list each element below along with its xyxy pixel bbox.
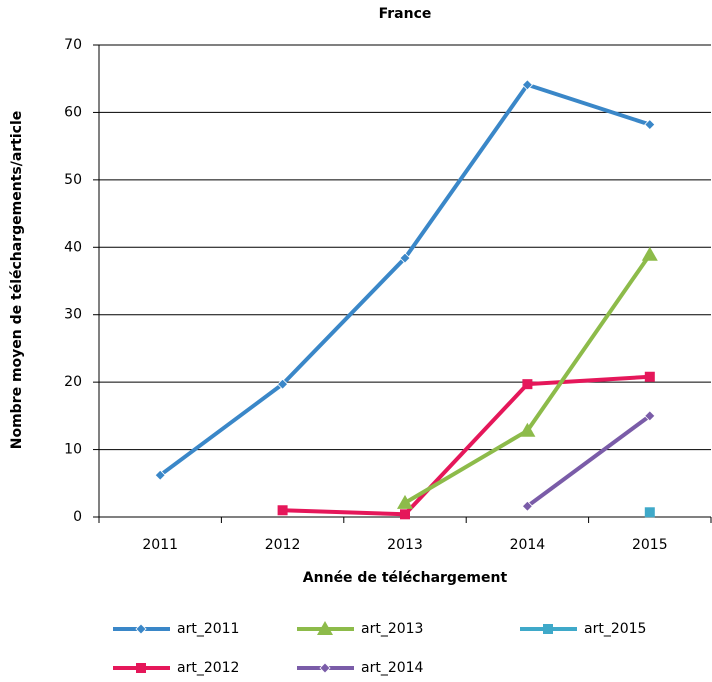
legend-label: art_2015 xyxy=(584,621,646,637)
y-axis-label: Nombre moyen de téléchargements/article xyxy=(9,111,25,450)
marker xyxy=(644,410,656,422)
marker xyxy=(397,494,413,509)
legend-marker xyxy=(135,623,147,635)
marker xyxy=(521,500,533,512)
y-tick-label: 60 xyxy=(64,104,82,120)
marker xyxy=(644,119,656,131)
marker xyxy=(154,469,166,481)
y-tick-label: 70 xyxy=(64,37,82,53)
marker xyxy=(522,379,533,390)
marker xyxy=(400,509,410,520)
marker xyxy=(277,505,288,516)
x-tick-label: 2015 xyxy=(632,537,668,553)
marker xyxy=(644,507,655,518)
series-line xyxy=(159,82,651,477)
legend-marker xyxy=(543,624,553,634)
chart-title: France xyxy=(379,6,432,22)
y-tick-label: 50 xyxy=(64,172,82,188)
y-tick-label: 0 xyxy=(73,509,82,525)
marker xyxy=(399,252,411,264)
x-tick-label: 2012 xyxy=(265,537,301,553)
y-tick-label: 20 xyxy=(64,374,82,390)
marker xyxy=(644,371,655,382)
legend-marker xyxy=(136,663,146,673)
y-tick-label: 40 xyxy=(64,239,82,255)
legend-marker xyxy=(319,662,331,674)
series-line xyxy=(282,374,650,517)
marker xyxy=(277,378,289,390)
legend-label: art_2013 xyxy=(361,621,423,637)
legend-label: art_2011 xyxy=(177,621,239,637)
y-tick-label: 30 xyxy=(64,307,82,323)
legend-label: art_2014 xyxy=(361,660,424,676)
legend-marker xyxy=(317,621,333,635)
y-tick-label: 10 xyxy=(64,442,82,458)
x-tick-label: 2013 xyxy=(387,537,423,553)
series-line xyxy=(526,414,651,508)
marker xyxy=(519,422,536,437)
x-tick-label: 2011 xyxy=(142,537,178,553)
marker xyxy=(521,79,533,91)
x-tick-label: 2014 xyxy=(510,537,546,553)
marker xyxy=(641,246,658,261)
legend-label: art_2012 xyxy=(177,660,239,676)
x-axis-label: Année de téléchargement xyxy=(303,570,508,586)
